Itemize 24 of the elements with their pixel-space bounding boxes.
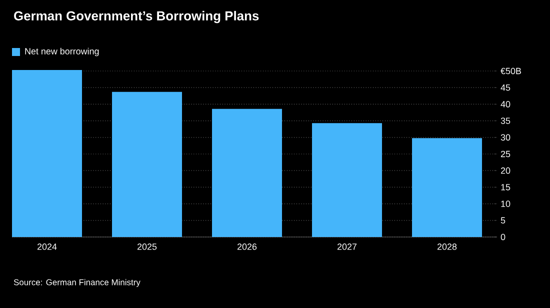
legend-label: Net new borrowing bbox=[25, 48, 99, 56]
x-tick-label: 2028 bbox=[437, 244, 457, 250]
x-tick-label: 2024 bbox=[37, 244, 57, 250]
bar bbox=[412, 138, 482, 237]
bar bbox=[12, 70, 82, 237]
bar bbox=[112, 92, 182, 237]
y-tick-label: 0 bbox=[500, 234, 506, 240]
y-tick-label: 35 bbox=[500, 118, 510, 124]
bar bbox=[212, 108, 282, 237]
y-tick-label: 25 bbox=[500, 150, 510, 158]
y-tick-label: 15 bbox=[501, 184, 510, 190]
x-tick-label: 2026 bbox=[237, 244, 257, 250]
y-tick-label: 30 bbox=[500, 134, 510, 141]
y-tick-label: 45 bbox=[500, 84, 510, 91]
y-tick-label: 40 bbox=[500, 101, 510, 108]
y-tick-label: 5 bbox=[500, 217, 506, 224]
bar bbox=[312, 123, 382, 237]
y-tick-label: 10 bbox=[501, 200, 510, 207]
source-note: Source: German Finance Ministry bbox=[14, 279, 140, 287]
y-tick-label: 20 bbox=[500, 167, 510, 174]
x-tick-label: 2025 bbox=[137, 244, 157, 250]
y-tick-label: €50B bbox=[500, 68, 522, 74]
x-tick-label: 2027 bbox=[337, 244, 357, 250]
chart-title: German Government’s Borrowing Plans bbox=[14, 10, 259, 24]
